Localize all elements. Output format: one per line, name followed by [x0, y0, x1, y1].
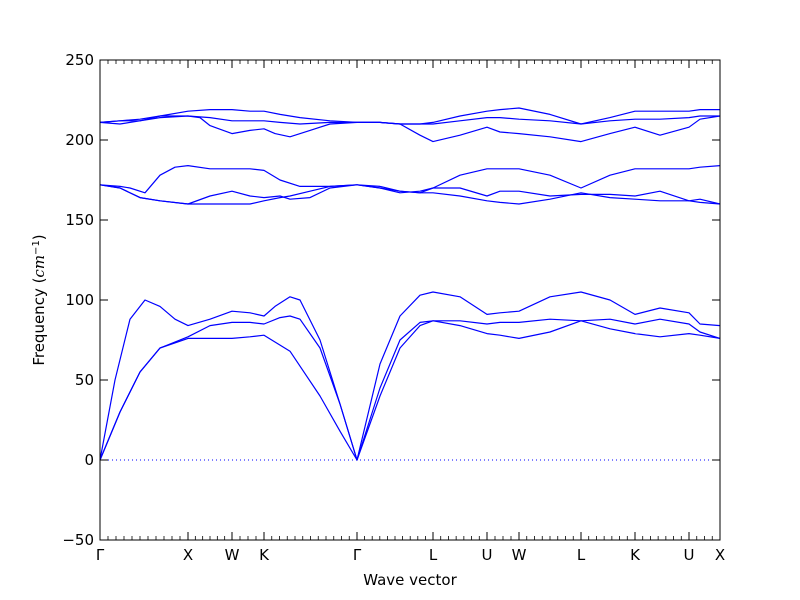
series-line-6 — [99, 165, 721, 194]
minor-tick-layer — [107, 60, 713, 540]
x-tick-label: L — [429, 546, 438, 564]
y-tick-label: 50 — [75, 371, 94, 389]
x-tick-label: W — [512, 546, 527, 564]
series-layer — [99, 107, 721, 461]
y-tick-label: −50 — [62, 531, 94, 549]
y-tick-label: 100 — [65, 291, 94, 309]
x-tick-label: L — [577, 546, 586, 564]
x-tick-label: K — [630, 546, 641, 564]
x-tick-label: U — [482, 546, 493, 564]
series-line-1 — [99, 320, 721, 461]
series-line-4 — [99, 184, 721, 205]
y-axis-label-text: Frequency ( — [30, 278, 48, 366]
x-axis-label: Wave vector — [363, 571, 457, 589]
series-line-2 — [99, 315, 721, 461]
series-line-9 — [99, 107, 720, 125]
series-line-3 — [99, 291, 721, 461]
x-tick-label: X — [715, 546, 725, 564]
y-tick-label: 0 — [84, 451, 94, 469]
y-axis-label: Frequency (cm−1) — [30, 234, 48, 365]
x-tick-label: X — [183, 546, 193, 564]
plot-frame — [99, 59, 721, 541]
x-tick-label: U — [684, 546, 695, 564]
y-axis-label-close: ) — [30, 234, 48, 240]
x-tick-label: Γ — [353, 546, 362, 564]
y-tick-label: 250 — [65, 51, 94, 69]
x-tick-label: K — [259, 546, 270, 564]
y-axis-label-sup: −1 — [31, 240, 42, 255]
x-tick-label: Γ — [96, 546, 105, 564]
y-tick-label: 150 — [65, 211, 94, 229]
y-axis-label-unit: cm — [30, 255, 48, 278]
x-tick-label: W — [225, 546, 240, 564]
y-tick-label: 200 — [65, 131, 94, 149]
plot-area — [100, 60, 720, 540]
series-line-5 — [99, 184, 721, 205]
